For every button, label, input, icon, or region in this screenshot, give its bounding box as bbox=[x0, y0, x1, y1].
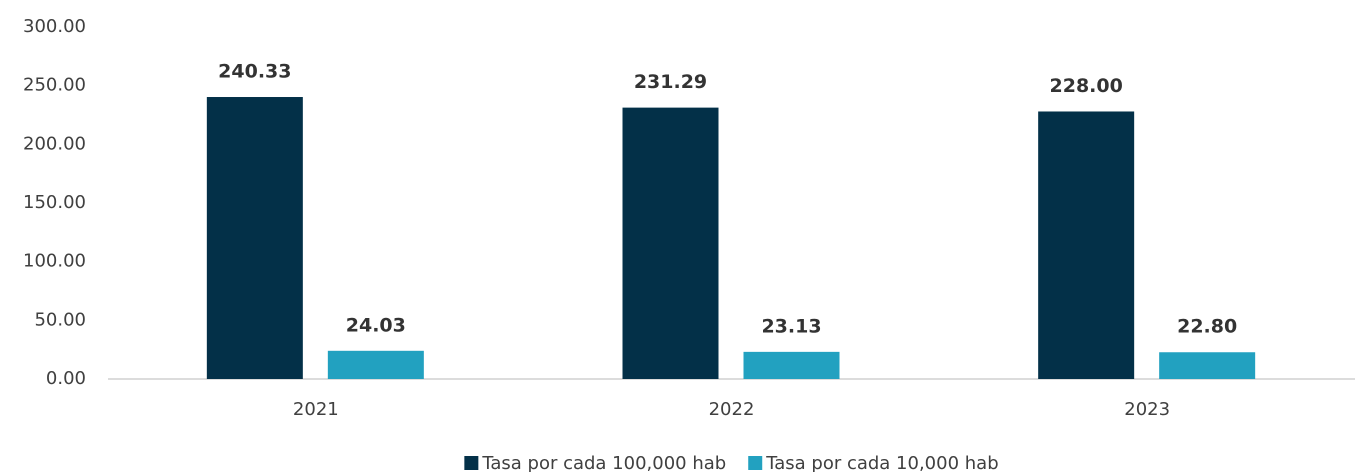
bar bbox=[1038, 111, 1135, 379]
y-tick-label: 200.00 bbox=[23, 133, 86, 154]
y-tick-label: 100.00 bbox=[23, 251, 86, 272]
bar bbox=[327, 350, 424, 379]
legend-swatch bbox=[748, 456, 763, 470]
x-tick-label: 2022 bbox=[709, 399, 755, 420]
x-tick-label: 2021 bbox=[293, 399, 339, 420]
data-label: 22.80 bbox=[1177, 316, 1237, 338]
bar bbox=[206, 97, 303, 379]
y-tick-label: 150.00 bbox=[23, 192, 86, 213]
data-label: 240.33 bbox=[218, 61, 291, 83]
x-tick-label: 2023 bbox=[1124, 399, 1170, 420]
data-label: 24.03 bbox=[346, 314, 406, 336]
y-tick-label: 250.00 bbox=[23, 75, 86, 96]
bar bbox=[743, 351, 840, 379]
data-label: 231.29 bbox=[634, 71, 707, 93]
bar bbox=[622, 107, 719, 379]
legend-label: Tasa por cada 100,000 hab bbox=[481, 453, 726, 472]
data-label: 23.13 bbox=[761, 315, 821, 337]
bar bbox=[1159, 352, 1256, 379]
y-tick-label: 0.00 bbox=[46, 368, 86, 389]
legend-label: Tasa por cada 10,000 hab bbox=[765, 453, 998, 472]
legend-swatch bbox=[464, 456, 479, 470]
y-tick-label: 300.00 bbox=[23, 16, 86, 37]
y-tick-label: 50.00 bbox=[34, 309, 86, 330]
data-label: 228.00 bbox=[1050, 75, 1123, 97]
